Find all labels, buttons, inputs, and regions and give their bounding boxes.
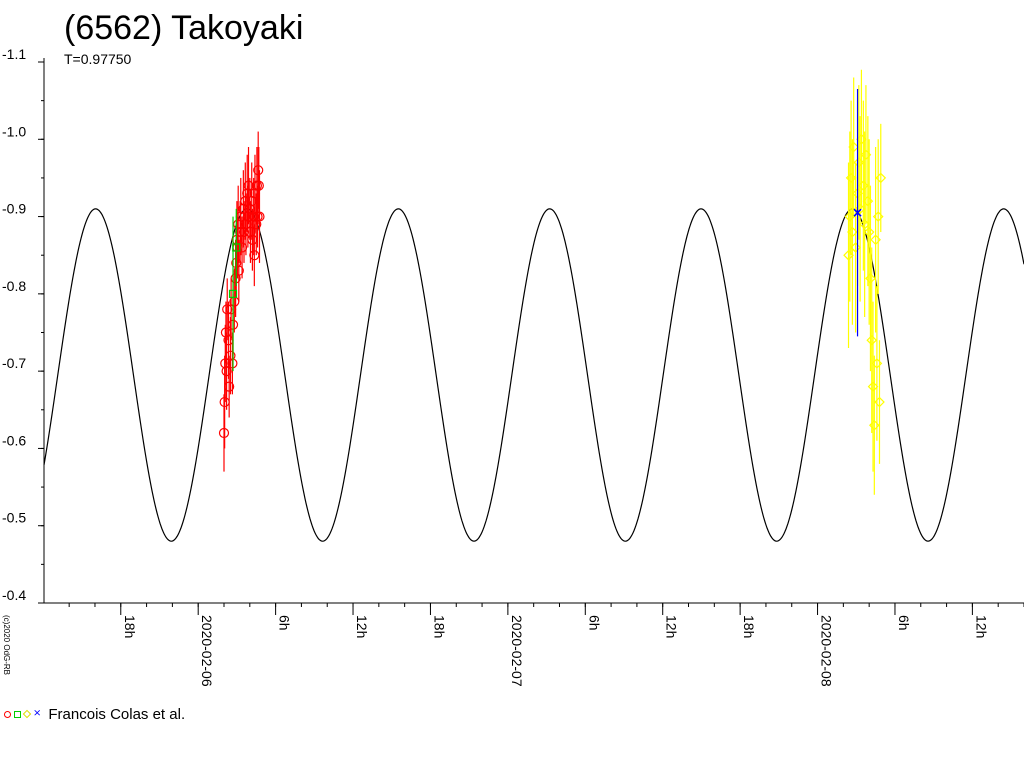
x-tick-label: 2020-02-06	[199, 615, 215, 687]
data-point	[238, 226, 250, 238]
y-tick-label: -0.9	[2, 201, 26, 217]
legend-square-icon	[14, 710, 21, 718]
data-point	[253, 180, 264, 191]
chart-title: (6562) Takoyaki	[64, 9, 304, 47]
data-point	[227, 358, 238, 369]
y-tick-label: -0.5	[2, 510, 26, 526]
data-point	[228, 289, 238, 298]
data-point	[221, 366, 232, 377]
y-tick-label: -0.6	[2, 432, 26, 448]
data-point	[236, 242, 248, 253]
copyright-note: (c)2020 OdG-RB	[2, 615, 11, 676]
x-tick-label: 12h	[664, 615, 680, 638]
data-point	[867, 381, 879, 392]
legend-diamond-icon	[22, 709, 32, 719]
chart-subtitle: T=0.97750	[64, 51, 132, 67]
y-tick-label: -1.0	[2, 123, 26, 139]
data-point	[875, 172, 887, 184]
data-point	[233, 265, 244, 276]
data-point	[249, 250, 260, 261]
data-points	[218, 69, 887, 495]
x-tick-label: 2020-02-07	[509, 615, 525, 687]
data-point	[253, 165, 264, 176]
y-tick-label: -0.7	[2, 355, 26, 371]
x-tick-label: 6h	[896, 615, 912, 631]
x-tick-label: 18h	[122, 615, 138, 638]
x-tick-label: 2020-02-08	[819, 615, 835, 687]
axes: -1.1 -1.0 -0.9 -0.8 -0.7 -0.6 -0.5 -0.4 18h 2020-…	[2, 46, 1024, 687]
data-point	[225, 350, 236, 361]
x-tick-label: 12h	[973, 615, 989, 638]
x-tick-label: 18h	[431, 615, 447, 638]
data-point	[247, 234, 258, 245]
lightcurve-chart: -1.1 -1.0 -0.9 -0.8 -0.7 -0.6 -0.5 -0.4 18h 2020-…	[2, 46, 1024, 687]
y-tick-label: -0.4	[2, 587, 26, 603]
x-tick-label: 6h	[277, 615, 293, 631]
data-point	[220, 358, 231, 369]
data-point	[232, 243, 241, 252]
data-point	[865, 273, 876, 284]
data-point	[243, 180, 254, 191]
data-point	[853, 208, 862, 217]
data-point	[850, 242, 861, 253]
data-point	[235, 226, 246, 238]
data-point	[218, 427, 230, 439]
y-tick-label: -1.1	[2, 46, 26, 62]
x-tick-label: 18h	[741, 615, 757, 638]
data-point	[254, 211, 265, 222]
legend-circle-icon	[4, 710, 11, 718]
data-point	[848, 141, 860, 153]
legend-text: Francois Colas et al.	[48, 705, 186, 723]
data-point	[874, 396, 885, 408]
x-tick-label: 12h	[354, 615, 370, 638]
y-tick-label: -0.8	[2, 278, 26, 294]
data-point	[222, 304, 233, 315]
legend-cross-icon: ⨯	[33, 708, 42, 719]
data-point	[224, 381, 235, 392]
data-point	[863, 226, 875, 238]
data-point	[866, 334, 878, 346]
legend: ⨯ Francois Colas et al.	[4, 704, 185, 724]
x-tick-label: 6h	[586, 615, 602, 631]
